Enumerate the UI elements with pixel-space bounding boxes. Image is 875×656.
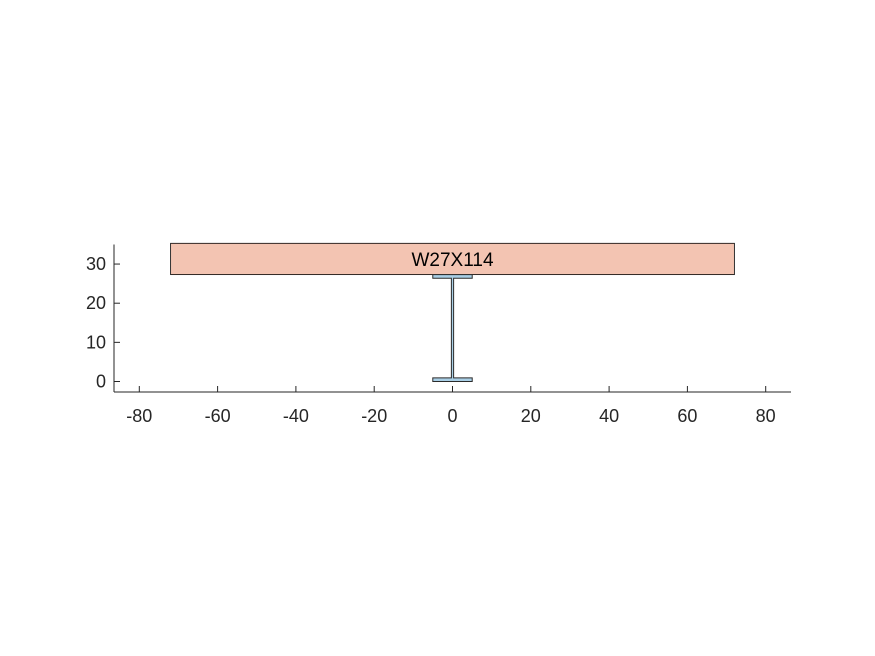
y-tick-label: 10 <box>86 332 106 352</box>
x-tick-label: 80 <box>756 406 776 426</box>
y-tick-label: 0 <box>96 372 106 392</box>
section-shapes <box>170 242 735 382</box>
steel-i-beam <box>432 274 473 382</box>
section-label: W27X114 <box>411 250 493 271</box>
x-tick-label: -60 <box>205 406 231 426</box>
concrete-slab <box>170 242 735 276</box>
y-tick-label: 20 <box>86 293 106 313</box>
x-tick-label: 60 <box>677 406 697 426</box>
x-tick-label: 40 <box>599 406 619 426</box>
x-tick-label: 0 <box>447 406 457 426</box>
y-tick-label: 30 <box>86 254 106 274</box>
x-tick-label: -40 <box>283 406 309 426</box>
x-tick-label: 20 <box>521 406 541 426</box>
plot-axes: -80 -60 -40 -20 0 20 40 60 80 0 10 20 30 <box>86 244 791 426</box>
x-tick-label: -20 <box>361 406 387 426</box>
x-tick-label: -80 <box>126 406 152 426</box>
